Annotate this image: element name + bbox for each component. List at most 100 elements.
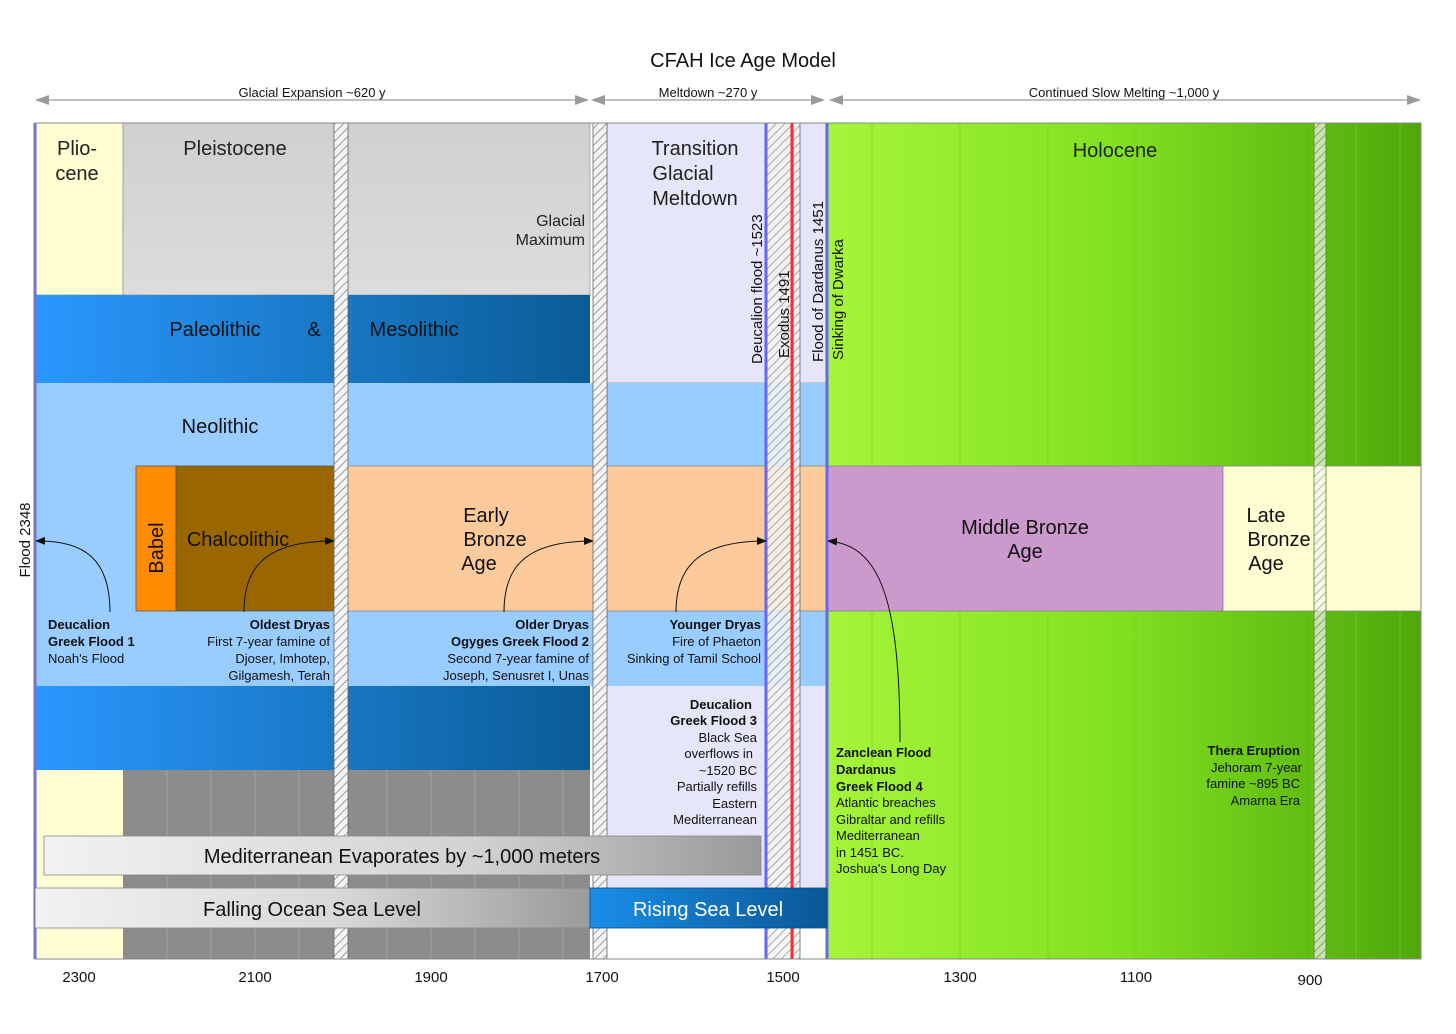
note-greek-flood-3-line-4: Partially refills (677, 779, 758, 794)
lower-paleolithic-band (35, 686, 590, 770)
deucalion-flood-label: Deucalion flood ~1523 (749, 214, 766, 364)
tick-900: 900 (1297, 972, 1322, 989)
note-younger-dryas-line-1: Fire of Phaeton (672, 634, 761, 649)
transition-label-3: Meltdown (652, 188, 738, 210)
note-younger-dryas-line-2: Sinking of Tamil School (627, 651, 761, 666)
hatch-column-older-dryas (592, 122, 608, 960)
note-older-dryas-line-2: Joseph, Senusret I, Unas (443, 668, 589, 683)
note-greek-flood-4: Zanclean Flood Dardanus Greek Flood 4 At… (836, 745, 947, 876)
rising-sea-bar (589, 887, 828, 929)
middle-bronze-band (826, 465, 1224, 612)
ampersand-label: & (307, 319, 321, 341)
note-greek-flood-4-bold-3: Greek Flood 4 (836, 779, 923, 794)
chalcolithic-band (175, 465, 345, 612)
tick-1900: 1900 (414, 969, 447, 986)
phase-label-meltdown: Meltdown ~270 y (659, 85, 758, 100)
tick-2100: 2100 (238, 969, 271, 986)
tick-1500: 1500 (766, 969, 799, 986)
note-thera-line-1: Jehoram 7-year (1211, 760, 1303, 775)
falling-sea-bar (34, 887, 591, 929)
mediterranean-label: Mediterranean Evaporates by ~1,000 meter… (204, 846, 600, 868)
note-greek-flood-4-line-1: Atlantic breaches (836, 795, 936, 810)
note-older-dryas: Older Dryas Ogyges Greek Flood 2 Second … (443, 617, 589, 683)
falling-sea-label: Falling Ocean Sea Level (203, 899, 421, 921)
x-axis: 2300 2100 1900 1700 1500 1300 1100 900 (62, 969, 1322, 989)
early-bronze-band (343, 465, 828, 612)
middle-bronze-label-2: Age (1007, 541, 1043, 563)
tick-2300: 2300 (62, 969, 95, 986)
note-thera-bold-1: Thera Eruption (1208, 743, 1301, 758)
note-greek-flood-1-line-1: Noah's Flood (48, 651, 124, 666)
early-bronze-label-2: Bronze (463, 529, 526, 551)
note-greek-flood-3: Deucalion Greek Flood 3 Black Sea overfl… (670, 697, 757, 827)
glacial-maximum-label-2: Maximum (516, 232, 585, 249)
note-oldest-dryas-bold-1: Oldest Dryas (250, 617, 330, 632)
flood-2348-label: Flood 2348 (17, 502, 34, 577)
early-bronze-label-3: Age (461, 553, 497, 575)
arrow-oldest-dryas (243, 537, 335, 613)
note-greek-flood-1-bold-2: Greek Flood 1 (48, 634, 135, 649)
chart-frame (34, 122, 1422, 960)
dwarka-label: Sinking of Dwarka (830, 238, 847, 360)
neolithic-label: Neolithic (182, 416, 259, 438)
phase-label-slow-melting: Continued Slow Melting ~1,000 y (1029, 85, 1220, 100)
hatch-column-oldest-dryas (333, 122, 349, 960)
note-oldest-dryas-line-2: Djoser, Imhotep, (235, 651, 330, 666)
tick-1700: 1700 (585, 969, 618, 986)
note-thera-line-2: famine ~895 BC (1206, 776, 1300, 791)
note-greek-flood-3-line-1: Black Sea (698, 730, 757, 745)
rising-sea-label: Rising Sea Level (633, 899, 783, 921)
middle-bronze-label-1: Middle Bronze (961, 517, 1089, 539)
pliocene-label-2: cene (55, 163, 98, 185)
transition-label-1: Transition (651, 138, 738, 160)
note-older-dryas-line-1: Second 7-year famine of (447, 651, 589, 666)
pleistocene-label: Pleistocene (183, 138, 286, 160)
note-greek-flood-4-line-2: Gibraltar and refills (836, 812, 946, 827)
transition-label-2: Glacial (652, 163, 713, 185)
phase-label-glacial-expansion: Glacial Expansion ~620 y (238, 85, 386, 100)
note-greek-flood-3-bold-2: Greek Flood 3 (670, 713, 757, 728)
note-greek-flood-4-bold-1: Zanclean Flood (836, 745, 931, 760)
note-greek-flood-4-line-3: Mediterranean (836, 828, 920, 843)
early-bronze-label-1: Early (463, 505, 509, 527)
note-older-dryas-bold-1: Older Dryas (515, 617, 589, 632)
note-greek-flood-3-line-6: Mediterranean (673, 812, 757, 827)
note-greek-flood-3-bold-1: Deucalion (690, 697, 752, 712)
note-greek-flood-4-bold-2: Dardanus (836, 762, 896, 777)
paleolithic-band (35, 295, 590, 383)
hatch-column-younger-dryas (765, 122, 801, 960)
note-oldest-dryas: Oldest Dryas First 7-year famine of Djos… (207, 617, 330, 683)
arrow-greek-flood-4 (827, 537, 901, 743)
note-greek-flood-3-line-2: overflows in (684, 746, 753, 761)
diagram-title: CFAH Ice Age Model (650, 50, 836, 72)
note-greek-flood-3-line-3: ~1520 BC (699, 763, 757, 778)
pliocene-label-1: Plio- (57, 138, 97, 160)
note-older-dryas-bold-2: Ogyges Greek Flood 2 (451, 634, 589, 649)
babel-label: Babel (146, 522, 168, 573)
note-greek-flood-4-line-5: Joshua's Long Day (836, 861, 947, 876)
exodus-label: Exodus 1491 (776, 270, 793, 358)
tick-1300: 1300 (943, 969, 976, 986)
arrow-greek-flood-1 (35, 536, 111, 613)
glacial-maximum-label-1: Glacial (536, 213, 585, 230)
note-thera-line-3: Amarna Era (1231, 793, 1301, 808)
arrow-younger-dryas (675, 537, 767, 613)
pliocene-band (34, 122, 124, 296)
arrow-older-dryas (503, 537, 594, 613)
mediterranean-bar (43, 835, 762, 876)
holocene-label: Holocene (1073, 140, 1158, 162)
note-oldest-dryas-line-1: First 7-year famine of (207, 634, 330, 649)
dardanus-flood-label: Flood of Dardanus 1451 (810, 201, 827, 362)
note-oldest-dryas-line-3: Gilgamesh, Terah (228, 668, 330, 683)
note-greek-flood-1-bold-1: Deucalion (48, 617, 110, 632)
note-thera: Thera Eruption Jehoram 7-year famine ~89… (1206, 743, 1302, 808)
note-greek-flood-4-line-4: in 1451 BC. (836, 845, 904, 860)
hatch-column-thera (1313, 122, 1327, 960)
late-bronze-label-3: Age (1248, 553, 1284, 575)
late-bronze-label-1: Late (1247, 505, 1286, 527)
note-younger-dryas: Younger Dryas Fire of Phaeton Sinking of… (627, 617, 761, 666)
tick-1100: 1100 (1120, 969, 1152, 986)
note-greek-flood-1: Deucalion Greek Flood 1 Noah's Flood (48, 617, 135, 666)
